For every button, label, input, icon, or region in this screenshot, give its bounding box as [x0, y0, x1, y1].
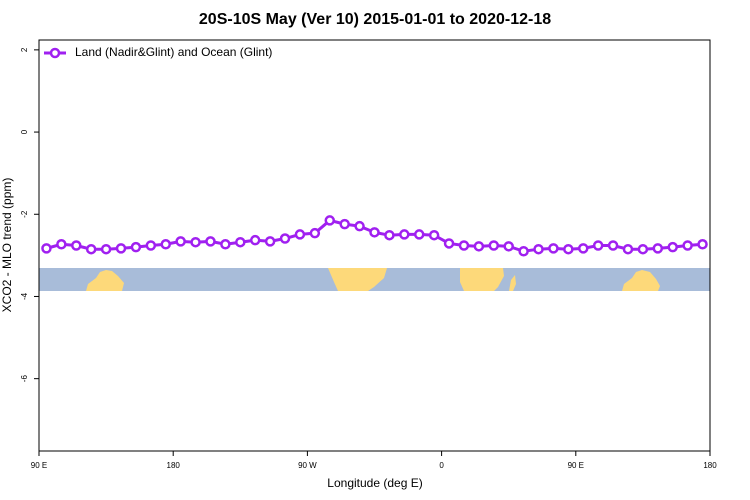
x-axis-label: Longitude (deg E)	[327, 476, 422, 490]
data-point	[205, 236, 216, 247]
y-tick-label: 2	[20, 47, 29, 52]
data-point	[294, 229, 306, 240]
plot-frame	[38, 39, 711, 452]
data-point	[458, 240, 470, 251]
data-point	[578, 243, 589, 254]
data-point	[622, 243, 634, 255]
y-tick-label: 0	[20, 129, 29, 134]
data-point	[279, 233, 291, 244]
data-point	[503, 241, 514, 252]
data-point	[563, 243, 574, 255]
data-point	[369, 227, 380, 238]
x-tick-label: 90 E	[31, 461, 47, 470]
data-point	[56, 239, 67, 250]
data-point	[160, 239, 171, 250]
x-tick-label: 90 W	[298, 461, 317, 470]
legend-marker	[49, 47, 61, 59]
data-point	[264, 236, 276, 247]
data-point	[324, 215, 336, 226]
data-point	[682, 240, 693, 251]
legend-label: Land (Nadir&Glint) and Ocean (Glint)	[75, 45, 272, 59]
data-point	[130, 241, 142, 253]
data-point	[592, 240, 604, 251]
data-point	[652, 243, 664, 254]
data-point	[428, 229, 440, 241]
data-point	[354, 220, 365, 232]
data-point	[85, 243, 97, 255]
data-point	[518, 246, 529, 257]
data-point	[413, 229, 425, 240]
data-point	[384, 229, 395, 241]
x-tick-label: 180	[703, 461, 717, 470]
data-point	[488, 240, 500, 251]
y-tick-label: -4	[20, 292, 29, 300]
data-point	[548, 243, 559, 254]
data-point	[220, 239, 231, 250]
x-tick-label: 0	[439, 461, 444, 470]
data-point	[473, 241, 485, 252]
chart-title: 20S-10S May (Ver 10) 2015-01-01 to 2020-…	[199, 11, 551, 28]
y-tick-label: -6	[20, 375, 29, 383]
data-point	[175, 236, 186, 247]
data-point	[607, 240, 619, 251]
data-point	[309, 227, 321, 239]
data-point	[71, 240, 82, 251]
data-point	[41, 243, 52, 254]
data-point	[637, 243, 649, 255]
x-tick-label: 180	[167, 461, 181, 470]
data-point	[115, 243, 127, 254]
data-point	[443, 238, 455, 249]
data-point	[399, 229, 410, 240]
data-point	[235, 236, 246, 248]
x-tick-label: 90 E	[568, 461, 584, 470]
y-tick-label: -2	[20, 210, 29, 218]
data-point	[100, 243, 112, 255]
data-point	[145, 240, 157, 251]
map-strip	[39, 268, 710, 291]
data-point	[667, 241, 678, 253]
data-point	[697, 239, 708, 250]
data-point	[533, 243, 544, 255]
data-point	[249, 234, 261, 246]
data-point	[190, 236, 201, 248]
y-axis-label: XCO2 - MLO trend (ppm)	[0, 178, 14, 313]
data-point	[339, 218, 350, 230]
